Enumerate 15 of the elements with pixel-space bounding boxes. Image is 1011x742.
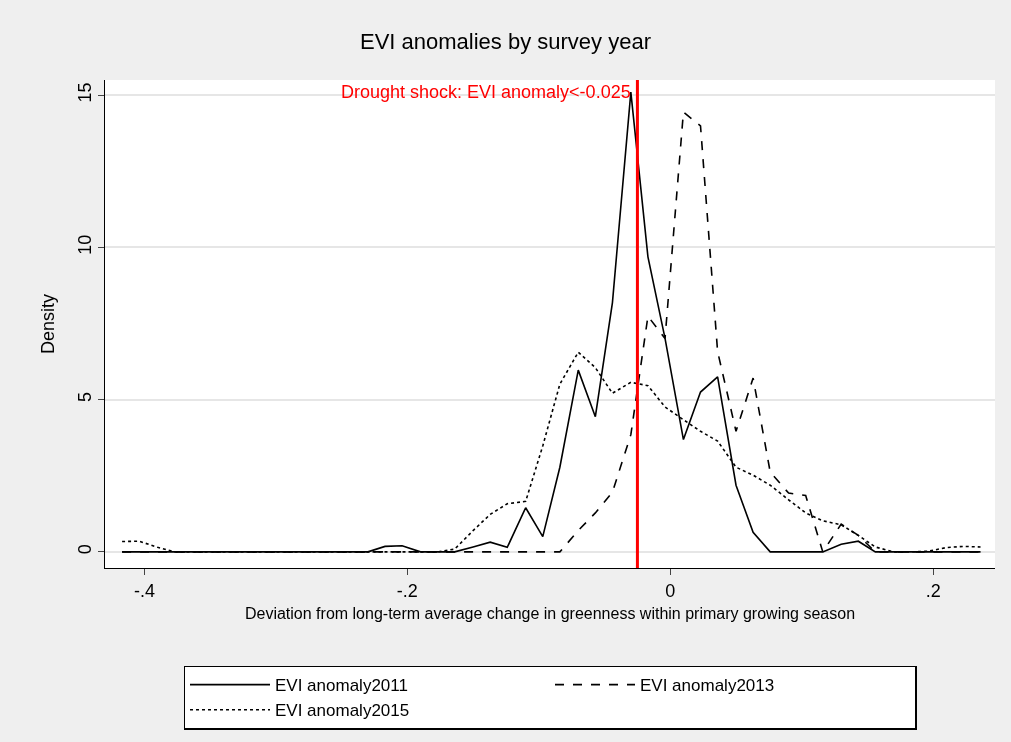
x-axis-title: Deviation from long-term average change in greenness within primary growing season xyxy=(244,605,856,623)
x-tick-label: -.2 xyxy=(396,580,418,601)
y-axis-title: Density xyxy=(38,293,58,355)
x-tick-label: .2 xyxy=(925,580,941,601)
legend-label: EVI anomaly2011 xyxy=(275,676,408,696)
y-tick-label: 10 xyxy=(74,234,95,255)
x-tick-label: -.4 xyxy=(133,580,155,601)
ref-line-label: Drought shock: EVI anomaly<-0.025 xyxy=(341,82,631,102)
legend-label: EVI anomaly2013 xyxy=(640,676,775,696)
y-tick-label: 15 xyxy=(74,82,95,103)
y-tick-label: 5 xyxy=(74,391,95,402)
chart-title: EVI anomalies by survey year xyxy=(359,28,652,54)
legend-label: EVI anomaly2015 xyxy=(275,701,410,721)
x-tick-label: 0 xyxy=(665,580,676,601)
y-tick-label: 0 xyxy=(74,544,95,555)
